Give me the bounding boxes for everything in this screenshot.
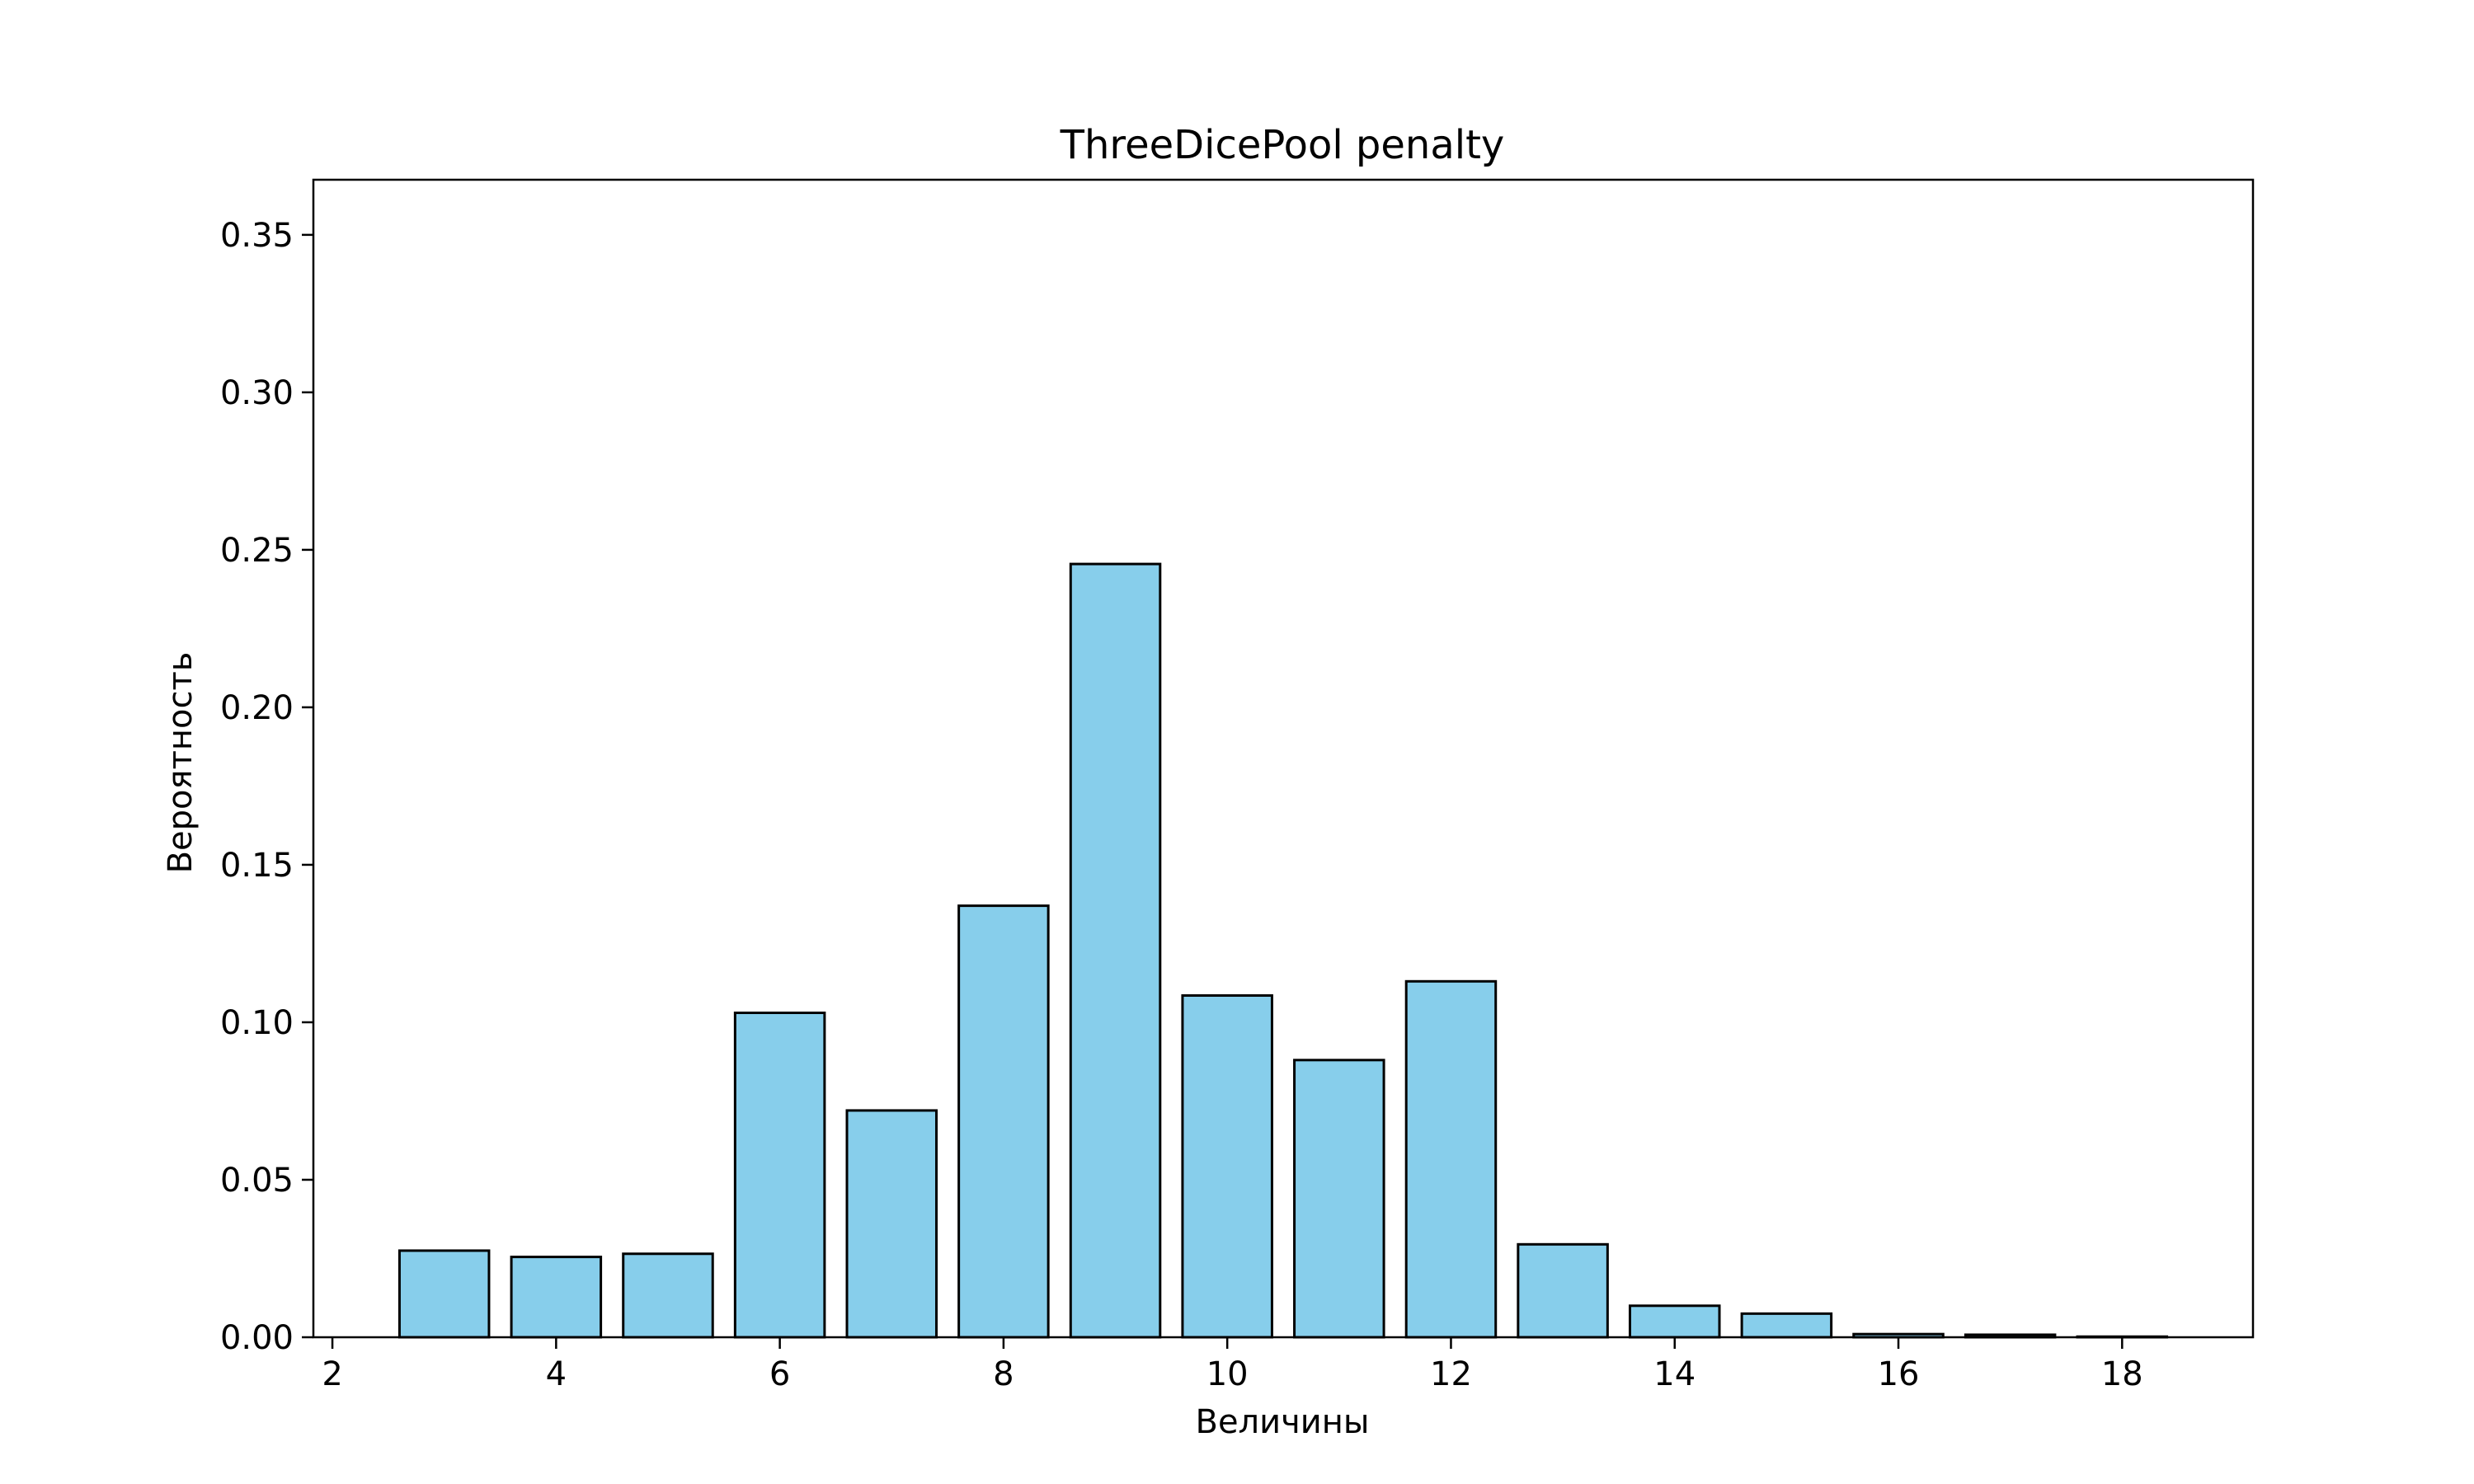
y-tick-label: 0.05 [220,1162,294,1200]
x-tick-label: 14 [1653,1355,1696,1393]
bar-10 [1181,993,1273,1339]
bar-9 [1069,562,1162,1339]
bar-8 [957,904,1050,1339]
x-tick-label: 16 [1878,1355,1920,1393]
x-axis-ticks: 2 4 6 8 10 12 14 16 18 [322,1337,2143,1393]
y-axis-ticks: 0.00 0.05 0.10 0.15 0.20 0.25 0.30 0.35 [220,217,313,1357]
x-tick-label: 8 [993,1355,1014,1393]
bar-6 [733,1011,826,1339]
bars-layer [397,562,2169,1339]
y-tick-label: 0.25 [220,532,294,570]
x-tick-label: 4 [546,1355,567,1393]
bar-3 [397,1249,491,1339]
y-tick-label: 0.35 [220,217,294,255]
y-tick-label: 0.10 [220,1004,294,1042]
y-axis-label: Вероятность [162,652,200,874]
x-tick-label: 12 [1430,1355,1472,1393]
bar-12 [1404,979,1498,1339]
bar-7 [845,1109,938,1339]
bar-11 [1293,1059,1385,1339]
x-axis-label: Величины [1196,1403,1370,1441]
y-tick-label: 0.20 [220,689,294,727]
bar-5 [622,1252,714,1339]
x-tick-label: 6 [769,1355,790,1393]
plot-frame [312,178,2255,1339]
chart-title: ThreeDicePool penalty [1060,122,1505,168]
bar-15 [1740,1312,1833,1339]
x-tick-label: 2 [322,1355,342,1393]
plot-area [313,180,2253,1337]
x-tick-label: 18 [2101,1355,2143,1393]
bar-4 [510,1256,603,1339]
bar-13 [1517,1242,1609,1339]
bar-14 [1628,1304,1721,1339]
y-tick-label: 0.30 [220,374,294,412]
y-tick-label: 0.00 [220,1319,294,1357]
y-tick-label: 0.15 [220,847,294,885]
x-tick-label: 10 [1206,1355,1249,1393]
